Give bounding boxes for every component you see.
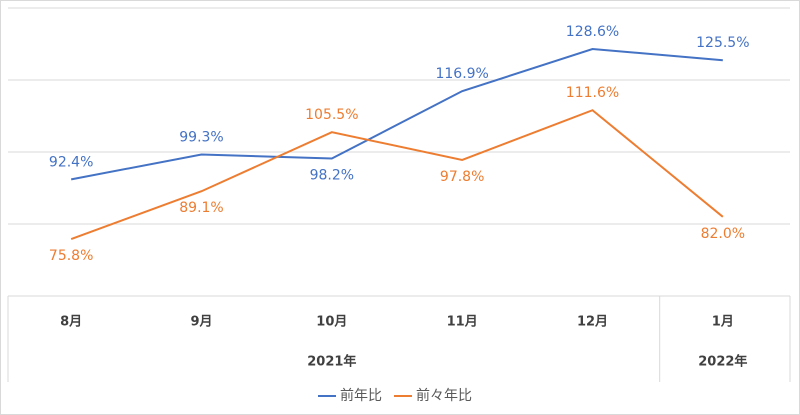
data-label: 116.9% bbox=[435, 66, 488, 82]
x-tick-label: 8月 bbox=[60, 315, 82, 330]
data-label: 111.6% bbox=[566, 85, 619, 101]
series-line bbox=[70, 48, 723, 181]
data-label: 89.1% bbox=[179, 200, 223, 216]
data-label: 99.3% bbox=[179, 130, 223, 146]
data-label: 92.4% bbox=[49, 154, 93, 170]
data-label: 97.8% bbox=[440, 169, 484, 185]
legend-label: 前年比 bbox=[340, 387, 382, 404]
x-tick-label: 11月 bbox=[447, 315, 478, 330]
x-tick-label: 9月 bbox=[190, 315, 212, 330]
data-label: 75.8% bbox=[49, 248, 93, 264]
data-label: 105.5% bbox=[305, 107, 358, 123]
x-group-label: 2021年 bbox=[307, 354, 356, 370]
x-group-label: 2022年 bbox=[698, 354, 747, 370]
series-line bbox=[70, 109, 724, 241]
data-label: 82.0% bbox=[701, 226, 745, 242]
x-tick-label: 1月 bbox=[712, 315, 734, 330]
data-label: 128.6% bbox=[566, 24, 619, 40]
x-tick-label: 12月 bbox=[577, 315, 608, 330]
x-tick-label: 10月 bbox=[316, 315, 347, 330]
data-label: 125.5% bbox=[696, 35, 749, 51]
data-label: 98.2% bbox=[310, 167, 354, 183]
legend-label: 前々年比 bbox=[416, 387, 472, 404]
